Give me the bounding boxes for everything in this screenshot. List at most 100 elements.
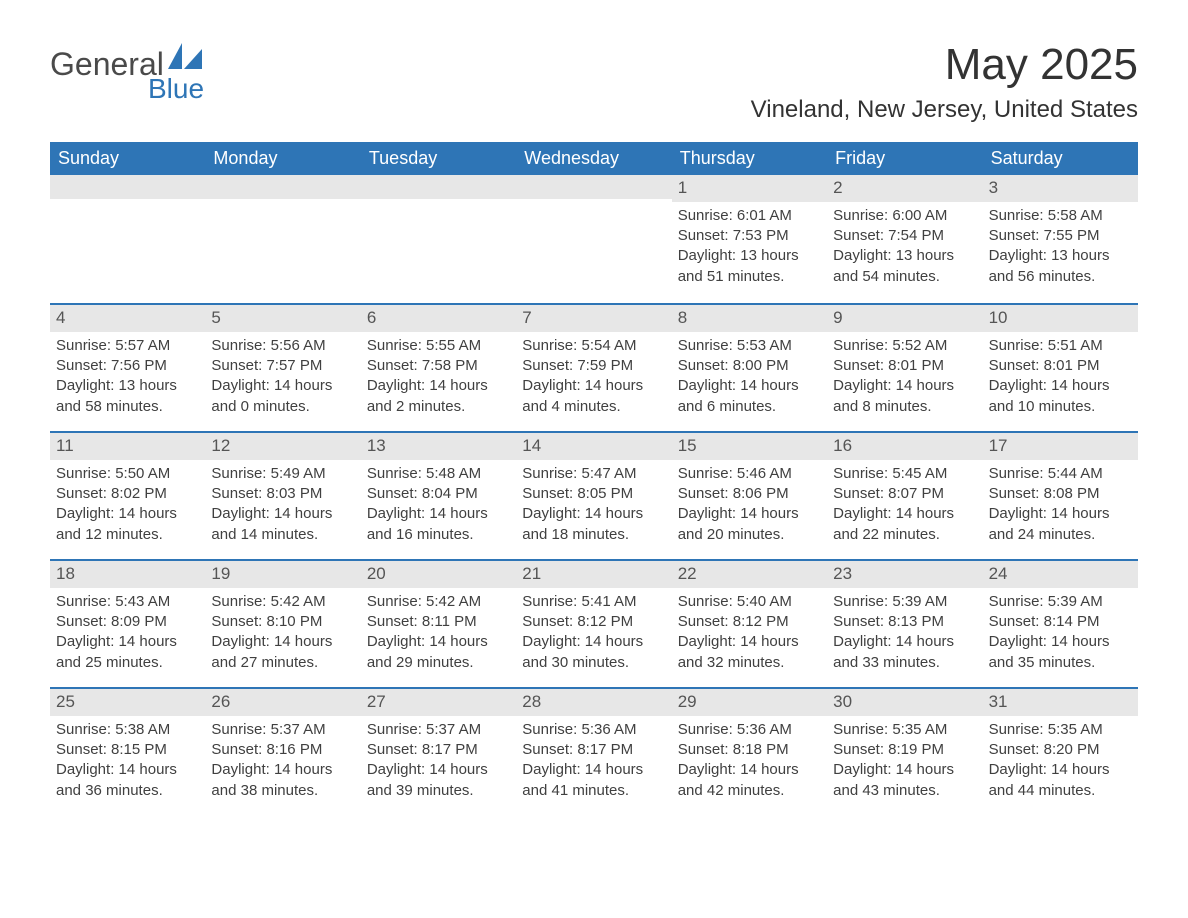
daylight-line: Daylight: 14 hours and 25 minutes. [56,632,199,673]
sunrise-line: Sunrise: 5:39 AM [833,592,976,612]
day-number: 5 [205,305,360,332]
day-number: 21 [516,561,671,588]
day-number: 23 [827,561,982,588]
day-body: Sunrise: 5:35 AMSunset: 8:20 PMDaylight:… [983,716,1138,815]
day-body: Sunrise: 5:44 AMSunset: 8:08 PMDaylight:… [983,460,1138,559]
sunset-line: Sunset: 8:18 PM [678,740,821,760]
sunrise-line: Sunrise: 5:53 AM [678,336,821,356]
sunrise-line: Sunrise: 5:56 AM [211,336,354,356]
day-body: Sunrise: 5:42 AMSunset: 8:11 PMDaylight:… [361,588,516,687]
logo: General Blue [50,40,204,105]
daylight-line: Daylight: 14 hours and 36 minutes. [56,760,199,801]
sunrise-line: Sunrise: 5:47 AM [522,464,665,484]
sunset-line: Sunset: 7:55 PM [989,226,1132,246]
sunset-line: Sunset: 7:59 PM [522,356,665,376]
day-cell: 10Sunrise: 5:51 AMSunset: 8:01 PMDayligh… [983,305,1138,431]
day-body: Sunrise: 5:37 AMSunset: 8:17 PMDaylight:… [361,716,516,815]
day-body: Sunrise: 5:55 AMSunset: 7:58 PMDaylight:… [361,332,516,431]
daylight-line: Daylight: 14 hours and 20 minutes. [678,504,821,545]
day-number: 18 [50,561,205,588]
day-number: 27 [361,689,516,716]
day-cell: 1Sunrise: 6:01 AMSunset: 7:53 PMDaylight… [672,175,827,303]
day-number: 24 [983,561,1138,588]
sunset-line: Sunset: 8:04 PM [367,484,510,504]
day-body: Sunrise: 5:38 AMSunset: 8:15 PMDaylight:… [50,716,205,815]
sunrise-line: Sunrise: 5:39 AM [989,592,1132,612]
day-body: Sunrise: 6:01 AMSunset: 7:53 PMDaylight:… [672,202,827,301]
daylight-line: Daylight: 14 hours and 30 minutes. [522,632,665,673]
day-body: Sunrise: 5:40 AMSunset: 8:12 PMDaylight:… [672,588,827,687]
sunset-line: Sunset: 7:58 PM [367,356,510,376]
daylight-line: Daylight: 14 hours and 41 minutes. [522,760,665,801]
sunset-line: Sunset: 8:16 PM [211,740,354,760]
day-cell [516,175,671,303]
sunset-line: Sunset: 8:01 PM [989,356,1132,376]
sunset-line: Sunset: 8:11 PM [367,612,510,632]
sunset-line: Sunset: 8:07 PM [833,484,976,504]
day-cell: 15Sunrise: 5:46 AMSunset: 8:06 PMDayligh… [672,433,827,559]
day-cell: 23Sunrise: 5:39 AMSunset: 8:13 PMDayligh… [827,561,982,687]
day-number: 1 [672,175,827,202]
day-cell: 31Sunrise: 5:35 AMSunset: 8:20 PMDayligh… [983,689,1138,815]
sunrise-line: Sunrise: 5:58 AM [989,206,1132,226]
day-cell: 18Sunrise: 5:43 AMSunset: 8:09 PMDayligh… [50,561,205,687]
day-cell [205,175,360,303]
day-body: Sunrise: 5:56 AMSunset: 7:57 PMDaylight:… [205,332,360,431]
sunset-line: Sunset: 8:17 PM [367,740,510,760]
daylight-line: Daylight: 14 hours and 38 minutes. [211,760,354,801]
daylight-line: Daylight: 14 hours and 16 minutes. [367,504,510,545]
calendar-week: 4Sunrise: 5:57 AMSunset: 7:56 PMDaylight… [50,303,1138,431]
day-number: 29 [672,689,827,716]
sunset-line: Sunset: 8:19 PM [833,740,976,760]
sunrise-line: Sunrise: 5:42 AM [211,592,354,612]
daylight-line: Daylight: 14 hours and 18 minutes. [522,504,665,545]
day-number: 3 [983,175,1138,202]
day-number: 10 [983,305,1138,332]
sunrise-line: Sunrise: 5:40 AM [678,592,821,612]
sunrise-line: Sunrise: 6:01 AM [678,206,821,226]
day-body: Sunrise: 5:36 AMSunset: 8:17 PMDaylight:… [516,716,671,815]
sunrise-line: Sunrise: 5:42 AM [367,592,510,612]
day-cell: 13Sunrise: 5:48 AMSunset: 8:04 PMDayligh… [361,433,516,559]
day-cell: 25Sunrise: 5:38 AMSunset: 8:15 PMDayligh… [50,689,205,815]
day-body: Sunrise: 5:57 AMSunset: 7:56 PMDaylight:… [50,332,205,431]
empty-day-bar [205,175,360,199]
day-cell: 16Sunrise: 5:45 AMSunset: 8:07 PMDayligh… [827,433,982,559]
logo-sail-icon [168,40,202,77]
day-body: Sunrise: 5:49 AMSunset: 8:03 PMDaylight:… [205,460,360,559]
sunset-line: Sunset: 8:12 PM [522,612,665,632]
sunset-line: Sunset: 7:53 PM [678,226,821,246]
sunset-line: Sunset: 8:17 PM [522,740,665,760]
sunset-line: Sunset: 8:03 PM [211,484,354,504]
day-cell: 5Sunrise: 5:56 AMSunset: 7:57 PMDaylight… [205,305,360,431]
daylight-line: Daylight: 14 hours and 42 minutes. [678,760,821,801]
weekday-sat: Saturday [983,142,1138,175]
daylight-line: Daylight: 14 hours and 29 minutes. [367,632,510,673]
sunrise-line: Sunrise: 5:43 AM [56,592,199,612]
daylight-line: Daylight: 14 hours and 39 minutes. [367,760,510,801]
day-number: 13 [361,433,516,460]
calendar-week: 18Sunrise: 5:43 AMSunset: 8:09 PMDayligh… [50,559,1138,687]
sunset-line: Sunset: 8:01 PM [833,356,976,376]
daylight-line: Daylight: 14 hours and 35 minutes. [989,632,1132,673]
day-cell: 22Sunrise: 5:40 AMSunset: 8:12 PMDayligh… [672,561,827,687]
sunrise-line: Sunrise: 5:45 AM [833,464,976,484]
day-cell: 2Sunrise: 6:00 AMSunset: 7:54 PMDaylight… [827,175,982,303]
sunset-line: Sunset: 8:00 PM [678,356,821,376]
daylight-line: Daylight: 13 hours and 56 minutes. [989,246,1132,287]
day-body: Sunrise: 5:43 AMSunset: 8:09 PMDaylight:… [50,588,205,687]
calendar-week: 11Sunrise: 5:50 AMSunset: 8:02 PMDayligh… [50,431,1138,559]
day-cell [361,175,516,303]
weekday-mon: Monday [205,142,360,175]
daylight-line: Daylight: 14 hours and 14 minutes. [211,504,354,545]
daylight-line: Daylight: 13 hours and 58 minutes. [56,376,199,417]
daylight-line: Daylight: 14 hours and 32 minutes. [678,632,821,673]
day-cell: 14Sunrise: 5:47 AMSunset: 8:05 PMDayligh… [516,433,671,559]
day-body: Sunrise: 5:39 AMSunset: 8:14 PMDaylight:… [983,588,1138,687]
weekday-header: Sunday Monday Tuesday Wednesday Thursday… [50,142,1138,175]
day-body: Sunrise: 5:54 AMSunset: 7:59 PMDaylight:… [516,332,671,431]
day-body: Sunrise: 5:45 AMSunset: 8:07 PMDaylight:… [827,460,982,559]
sunset-line: Sunset: 8:10 PM [211,612,354,632]
empty-day-bar [516,175,671,199]
day-number: 9 [827,305,982,332]
